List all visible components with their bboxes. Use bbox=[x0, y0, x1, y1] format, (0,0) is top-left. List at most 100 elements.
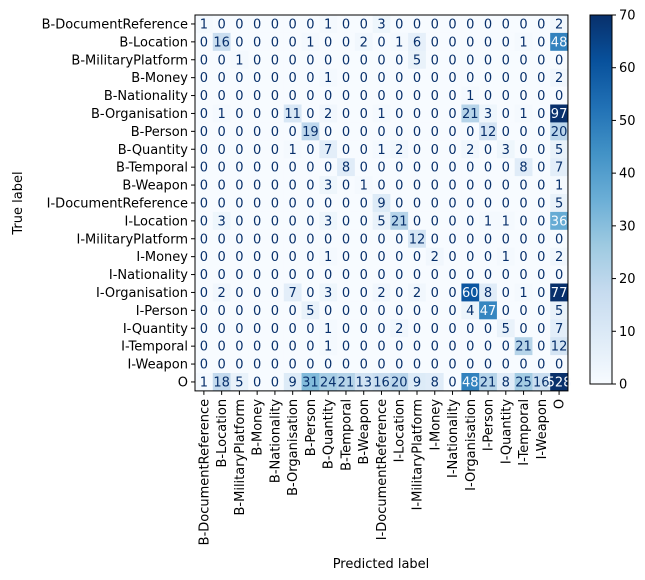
heatmap-cell-value: 2 bbox=[324, 107, 332, 122]
heatmap-cell-value: 0 bbox=[519, 322, 527, 337]
heatmap-cell-value: 0 bbox=[484, 322, 492, 337]
heatmap-cell-value: 0 bbox=[342, 89, 350, 104]
heatmap-cell bbox=[514, 319, 533, 338]
heatmap-cell bbox=[514, 229, 533, 249]
heatmap-cell bbox=[301, 158, 320, 177]
heatmap-cell bbox=[532, 194, 551, 213]
heatmap-cell bbox=[266, 86, 285, 105]
heatmap-cell bbox=[354, 140, 373, 159]
heatmap-cell bbox=[283, 337, 302, 356]
heatmap-cell bbox=[514, 265, 533, 284]
heatmap-cell-value: 0 bbox=[289, 161, 297, 176]
heatmap-cell-value: 25 bbox=[515, 375, 532, 390]
heatmap-cell bbox=[496, 158, 516, 177]
heatmap-cell bbox=[319, 247, 338, 266]
heatmap-cell-value: 19 bbox=[302, 125, 319, 140]
heatmap-cell bbox=[408, 211, 427, 231]
heatmap-cell-value: 3 bbox=[502, 143, 510, 158]
heatmap-cell bbox=[354, 176, 373, 195]
heatmap-cell-value: 0 bbox=[306, 232, 314, 247]
heatmap-cell bbox=[408, 140, 427, 159]
heatmap-cell-value: 0 bbox=[466, 17, 474, 32]
heatmap-cell-value: 0 bbox=[537, 179, 545, 194]
heatmap-cell bbox=[496, 229, 516, 249]
heatmap-cell bbox=[212, 337, 231, 356]
heatmap-cell-value: 2 bbox=[217, 286, 225, 301]
heatmap-cell-value: 0 bbox=[377, 161, 385, 176]
heatmap-cell-value: 0 bbox=[484, 179, 492, 194]
heatmap-cell-value: 1 bbox=[519, 35, 527, 50]
heatmap-cell-value: 0 bbox=[235, 35, 243, 50]
heatmap-cell-value: 0 bbox=[502, 17, 510, 32]
heatmap-cell-value: 1 bbox=[289, 143, 297, 158]
heatmap-cell bbox=[372, 194, 391, 213]
heatmap-cell-value: 0 bbox=[395, 125, 403, 140]
heatmap-cell-value: 0 bbox=[519, 304, 527, 319]
heatmap-cell bbox=[212, 15, 231, 34]
heatmap-cell bbox=[443, 32, 462, 52]
heatmap-cell bbox=[319, 32, 338, 52]
heatmap-cell bbox=[337, 247, 356, 266]
heatmap-cell-value: 0 bbox=[324, 304, 332, 319]
heatmap-cell bbox=[319, 194, 338, 213]
heatmap-cell-value: 36 bbox=[551, 214, 568, 229]
heatmap-cell-value: 9 bbox=[413, 375, 421, 390]
heatmap-cell-value: 0 bbox=[466, 358, 474, 373]
colorbar-tick-label: 60 bbox=[619, 61, 636, 76]
heatmap-cell bbox=[319, 50, 338, 70]
heatmap-cell bbox=[479, 50, 498, 70]
heatmap-cell bbox=[337, 265, 356, 284]
heatmap-cell bbox=[195, 211, 214, 231]
heatmap-cell-value: 0 bbox=[413, 340, 421, 355]
heatmap-cell bbox=[301, 32, 320, 52]
heatmap-cell-value: 0 bbox=[289, 89, 297, 104]
heatmap-cell bbox=[248, 373, 267, 391]
heatmap-cell bbox=[266, 32, 285, 52]
heatmap-cell bbox=[443, 140, 462, 159]
heatmap-cell-value: 1 bbox=[502, 250, 510, 265]
heatmap-cell-value: 13 bbox=[355, 375, 372, 390]
heatmap-cell-value: 0 bbox=[431, 214, 439, 229]
heatmap-cell-value: 0 bbox=[217, 161, 225, 176]
heatmap-cell bbox=[550, 122, 568, 141]
heatmap-cell bbox=[514, 194, 533, 213]
heatmap-cell bbox=[230, 283, 249, 302]
heatmap-cell bbox=[532, 50, 551, 70]
heatmap-cell bbox=[461, 373, 480, 391]
heatmap-cell-value: 0 bbox=[271, 143, 279, 158]
heatmap-cell-value: 0 bbox=[519, 89, 527, 104]
heatmap-cell bbox=[461, 283, 480, 302]
heatmap-cell-value: 1 bbox=[377, 107, 385, 122]
heatmap-cell-value: 0 bbox=[448, 322, 456, 337]
heatmap-cell-value: 5 bbox=[377, 214, 385, 229]
heatmap-cell-value: 0 bbox=[342, 196, 350, 211]
heatmap-cell-value: 1 bbox=[306, 35, 314, 50]
x-tick-label: I-Location bbox=[393, 399, 408, 463]
heatmap-cell bbox=[532, 373, 551, 391]
heatmap-cell bbox=[319, 229, 338, 249]
heatmap-cell bbox=[372, 158, 391, 177]
heatmap-cell bbox=[408, 158, 427, 177]
heatmap-cell bbox=[372, 301, 391, 320]
heatmap-cell-value: 0 bbox=[395, 89, 403, 104]
heatmap-cell bbox=[248, 32, 267, 52]
heatmap-cell bbox=[390, 176, 409, 195]
heatmap-cell bbox=[248, 337, 267, 356]
heatmap-cell bbox=[443, 122, 462, 141]
heatmap-cell-value: 21 bbox=[480, 375, 497, 390]
y-tick-label: B-Person bbox=[131, 125, 188, 140]
y-tick-label: I-Money bbox=[136, 250, 188, 265]
heatmap-cell-value: 12 bbox=[551, 340, 568, 355]
heatmap-cell-value: 0 bbox=[431, 161, 439, 176]
heatmap-cell bbox=[372, 247, 391, 266]
heatmap-cell-value: 0 bbox=[289, 125, 297, 140]
heatmap-cell bbox=[230, 122, 249, 141]
heatmap-cell bbox=[550, 319, 568, 338]
heatmap-cell-value: 0 bbox=[289, 268, 297, 283]
heatmap-cell-value: 0 bbox=[289, 340, 297, 355]
heatmap-cell bbox=[372, 355, 391, 374]
heatmap-cell-value: 0 bbox=[217, 53, 225, 68]
heatmap-cell bbox=[514, 211, 533, 231]
heatmap-cell-value: 1 bbox=[377, 143, 385, 158]
